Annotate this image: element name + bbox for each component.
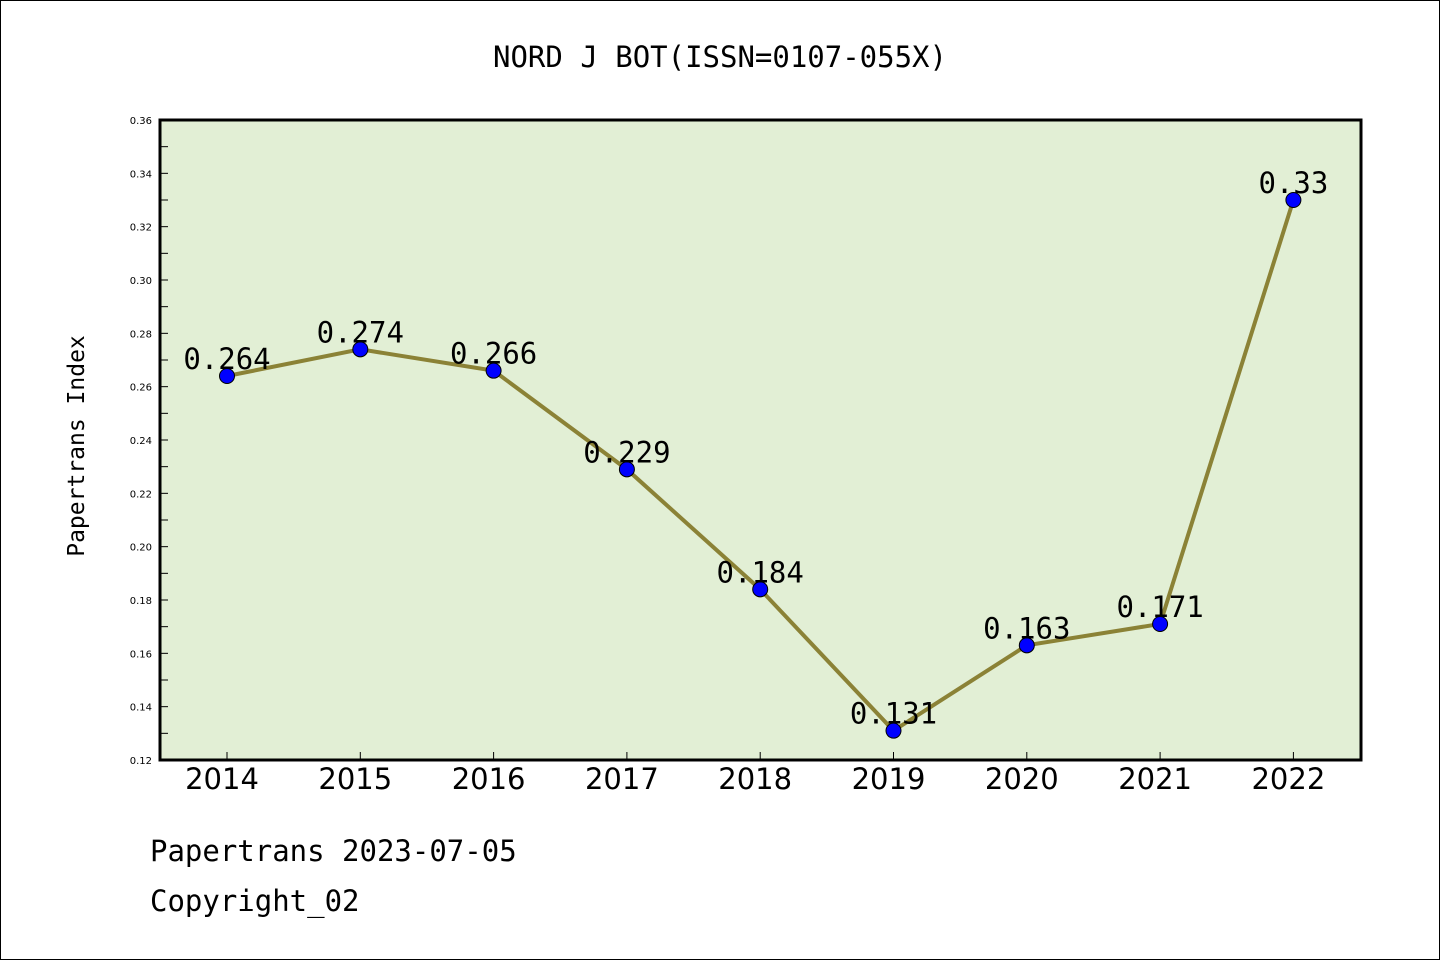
data-point: [219, 368, 235, 384]
y-tick-label: 0.22: [130, 489, 152, 500]
y-axis-label: Papertrans Index: [64, 335, 90, 557]
x-tick-label: 2014: [185, 762, 259, 796]
data-label: 0.171: [1116, 590, 1203, 624]
data-label: 0.264: [183, 342, 270, 376]
x-tick-label: 2021: [1118, 762, 1192, 796]
y-tick-label: 0.30: [130, 276, 152, 287]
y-tick-label: 0.24: [130, 436, 152, 447]
y-tick-label: 0.36: [130, 116, 152, 127]
data-point: [1018, 637, 1035, 654]
data-point: [485, 362, 502, 379]
y-tick-label: 0.34: [130, 169, 152, 180]
x-tick-label: 2019: [852, 762, 926, 796]
x-tick-label: 2016: [452, 762, 526, 796]
data-markers: [219, 192, 1302, 739]
y-axis: 0.12 0.14 0.16 0.18 0.20 0.22 0.24 0.26 0.28 0.30…: [130, 116, 168, 767]
data-label: 0.163: [983, 611, 1070, 645]
footer-source: Papertrans 2023-07-05: [150, 834, 517, 868]
data-point: [752, 581, 769, 598]
data-point: [352, 341, 369, 358]
x-tick-label: 2020: [985, 762, 1059, 796]
x-tick-label: 2017: [585, 762, 659, 796]
data-point: [1285, 192, 1302, 208]
y-tick-label: 0.26: [130, 383, 152, 394]
data-label: 0.131: [850, 697, 937, 731]
data-label: 0.33: [1258, 166, 1328, 200]
data-point: [885, 722, 902, 739]
x-axis: 2014 2015 2016 2017 2018 2019 2020 2021 2022: [185, 752, 1325, 796]
data-label: 0.229: [583, 435, 670, 469]
data-label: 0.266: [450, 337, 537, 371]
y-tick-label: 0.12: [130, 756, 152, 767]
data-point: [618, 461, 635, 478]
data-labels: 0.264 0.274 0.266 0.229 0.184 0.131 0.163 0.171…: [183, 166, 1328, 731]
y-tick-label: 0.28: [130, 329, 152, 340]
y-tick-label: 0.20: [130, 543, 152, 554]
y-tick-label: 0.14: [130, 703, 152, 714]
plot-area: [158, 118, 1363, 762]
x-tick-label: 2022: [1251, 762, 1325, 796]
x-tick-label: 2018: [718, 762, 792, 796]
data-label: 0.184: [717, 555, 804, 589]
data-label: 0.274: [317, 315, 404, 349]
y-tick-label: 0.18: [130, 596, 152, 607]
chart-title: NORD J BOT(ISSN=0107-055X): [493, 40, 947, 74]
y-tick-label: 0.16: [130, 649, 152, 660]
x-tick-label: 2015: [318, 762, 392, 796]
y-tick-label: 0.32: [130, 223, 152, 234]
footer-copyright: Copyright_02: [150, 884, 360, 918]
data-point: [1152, 616, 1169, 632]
